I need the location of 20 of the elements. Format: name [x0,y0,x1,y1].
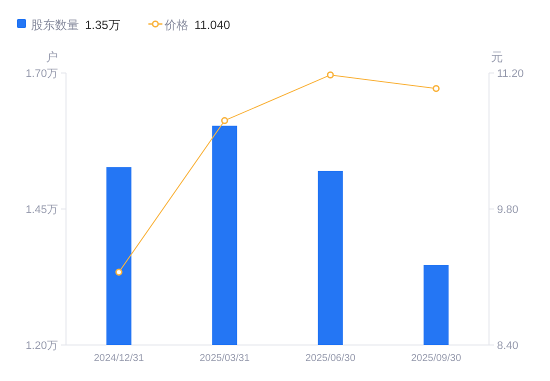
y2-tick-label: 11.20 [497,68,524,80]
point [115,268,122,276]
x-tick-label: 2024/12/31 [94,353,144,364]
x-tick-label: 2025/09/30 [411,353,462,364]
text: 1.35万 [85,18,120,32]
y-axis-title: 户 [46,50,58,64]
y-tick-label: 1.45万 [26,204,58,216]
legend-label: 股东数量 [31,18,79,32]
y2-axis-title: 元 [491,50,503,64]
y2-tick-label: 9.80 [497,204,518,216]
point [221,117,228,124]
text: 11.040 [194,18,230,32]
x-tick-label: 2025/03/31 [200,353,250,364]
y-tick-label: 1.20万 [26,340,58,352]
point [432,84,440,92]
y-tick-label: 1.70万 [26,68,58,80]
y2-tick-label: 8.40 [497,340,518,352]
point [326,71,334,78]
x-tick-label: 2025/06/30 [305,353,356,364]
legend-label: 价格 [163,18,188,32]
